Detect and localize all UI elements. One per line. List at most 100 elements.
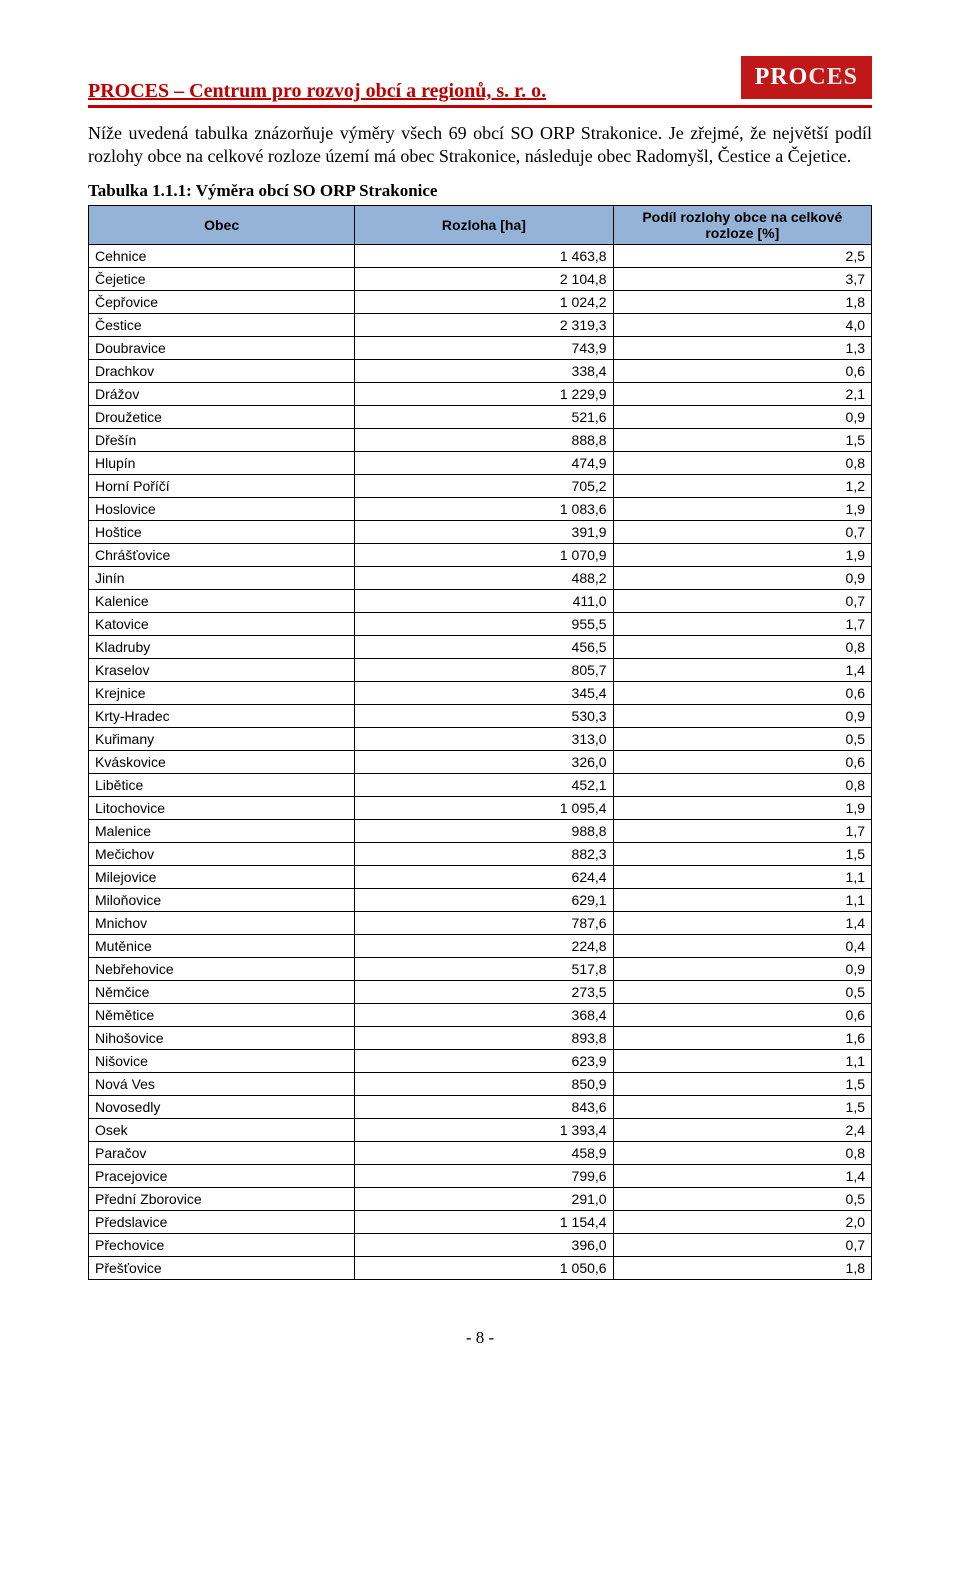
table-row: Dřešín888,81,5 — [89, 428, 872, 451]
cell-rozloha: 2 104,8 — [355, 267, 613, 290]
table-row: Miloňovice629,11,1 — [89, 888, 872, 911]
table-row: Chrášťovice1 070,91,9 — [89, 543, 872, 566]
cell-podil: 1,9 — [613, 497, 871, 520]
cell-rozloha: 326,0 — [355, 750, 613, 773]
cell-podil: 1,4 — [613, 1164, 871, 1187]
cell-podil: 0,5 — [613, 727, 871, 750]
cell-rozloha: 521,6 — [355, 405, 613, 428]
table-row: Hlupín474,90,8 — [89, 451, 872, 474]
cell-podil: 1,2 — [613, 474, 871, 497]
cell-obec: Paračov — [89, 1141, 355, 1164]
cell-obec: Cehnice — [89, 244, 355, 267]
table-row: Nišovice623,91,1 — [89, 1049, 872, 1072]
table-row: Kraselov805,71,4 — [89, 658, 872, 681]
cell-rozloha: 1 463,8 — [355, 244, 613, 267]
cell-obec: Přešťovice — [89, 1256, 355, 1279]
cell-obec: Drachkov — [89, 359, 355, 382]
table-row: Paračov458,90,8 — [89, 1141, 872, 1164]
cell-podil: 3,7 — [613, 267, 871, 290]
table-row: Předslavice1 154,42,0 — [89, 1210, 872, 1233]
cell-podil: 1,5 — [613, 842, 871, 865]
table-row: Přechovice396,00,7 — [89, 1233, 872, 1256]
cell-rozloha: 411,0 — [355, 589, 613, 612]
cell-podil: 1,9 — [613, 543, 871, 566]
cell-obec: Dřešín — [89, 428, 355, 451]
cell-podil: 0,6 — [613, 359, 871, 382]
cell-rozloha: 458,9 — [355, 1141, 613, 1164]
cell-podil: 1,8 — [613, 290, 871, 313]
cell-rozloha: 391,9 — [355, 520, 613, 543]
cell-obec: Nišovice — [89, 1049, 355, 1072]
table-caption: Tabulka 1.1.1: Výměra obcí SO ORP Strako… — [88, 181, 872, 201]
cell-obec: Krejnice — [89, 681, 355, 704]
cell-podil: 2,5 — [613, 244, 871, 267]
table-row: Kváskovice326,00,6 — [89, 750, 872, 773]
cell-podil: 2,1 — [613, 382, 871, 405]
cell-rozloha: 1 229,9 — [355, 382, 613, 405]
cell-obec: Nová Ves — [89, 1072, 355, 1095]
cell-rozloha: 291,0 — [355, 1187, 613, 1210]
cell-podil: 1,5 — [613, 1095, 871, 1118]
cell-rozloha: 338,4 — [355, 359, 613, 382]
cell-rozloha: 624,4 — [355, 865, 613, 888]
table-row: Libětice452,10,8 — [89, 773, 872, 796]
cell-podil: 0,4 — [613, 934, 871, 957]
table-row: Čestice2 319,34,0 — [89, 313, 872, 336]
cell-rozloha: 799,6 — [355, 1164, 613, 1187]
page-header: PROCES – Centrum pro rozvoj obcí a regio… — [88, 56, 872, 103]
table-row: Nová Ves850,91,5 — [89, 1072, 872, 1095]
table-row: Mečichov882,31,5 — [89, 842, 872, 865]
cell-podil: 0,5 — [613, 980, 871, 1003]
cell-podil: 1,7 — [613, 819, 871, 842]
cell-obec: Novosedly — [89, 1095, 355, 1118]
cell-podil: 0,8 — [613, 635, 871, 658]
cell-podil: 0,8 — [613, 773, 871, 796]
cell-rozloha: 1 070,9 — [355, 543, 613, 566]
cell-obec: Němětice — [89, 1003, 355, 1026]
cell-obec: Miloňovice — [89, 888, 355, 911]
cell-rozloha: 843,6 — [355, 1095, 613, 1118]
table-row: Krty-Hradec530,30,9 — [89, 704, 872, 727]
cell-obec: Osek — [89, 1118, 355, 1141]
table-row: Litochovice1 095,41,9 — [89, 796, 872, 819]
cell-obec: Horní Poříčí — [89, 474, 355, 497]
table-row: Nebřehovice517,80,9 — [89, 957, 872, 980]
page-number: - 8 - — [88, 1328, 872, 1348]
cell-rozloha: 1 154,4 — [355, 1210, 613, 1233]
table-row: Doubravice743,91,3 — [89, 336, 872, 359]
cell-obec: Nebřehovice — [89, 957, 355, 980]
cell-rozloha: 517,8 — [355, 957, 613, 980]
cell-podil: 1,6 — [613, 1026, 871, 1049]
cell-obec: Hlupín — [89, 451, 355, 474]
cell-rozloha: 1 095,4 — [355, 796, 613, 819]
cell-podil: 1,9 — [613, 796, 871, 819]
cell-rozloha: 888,8 — [355, 428, 613, 451]
table-row: Mnichov787,61,4 — [89, 911, 872, 934]
cell-rozloha: 345,4 — [355, 681, 613, 704]
cell-podil: 1,4 — [613, 658, 871, 681]
cell-podil: 1,1 — [613, 1049, 871, 1072]
cell-podil: 1,1 — [613, 865, 871, 888]
cell-rozloha: 1 050,6 — [355, 1256, 613, 1279]
cell-podil: 1,5 — [613, 428, 871, 451]
header-rule — [88, 105, 872, 108]
col-header-podil: Podíl rozlohy obce na celkové rozloze [%… — [613, 205, 871, 244]
table-row: Milejovice624,41,1 — [89, 865, 872, 888]
cell-rozloha: 1 024,2 — [355, 290, 613, 313]
cell-rozloha: 368,4 — [355, 1003, 613, 1026]
table-row: Hoštice391,90,7 — [89, 520, 872, 543]
table-row: Kladruby456,50,8 — [89, 635, 872, 658]
cell-podil: 1,5 — [613, 1072, 871, 1095]
cell-obec: Mutěnice — [89, 934, 355, 957]
table-row: Přední Zborovice291,00,5 — [89, 1187, 872, 1210]
cell-rozloha: 224,8 — [355, 934, 613, 957]
cell-podil: 1,1 — [613, 888, 871, 911]
cell-obec: Hoslovice — [89, 497, 355, 520]
cell-rozloha: 456,5 — [355, 635, 613, 658]
cell-obec: Libětice — [89, 773, 355, 796]
cell-obec: Přechovice — [89, 1233, 355, 1256]
table-row: Kalenice411,00,7 — [89, 589, 872, 612]
cell-rozloha: 850,9 — [355, 1072, 613, 1095]
cell-podil: 0,7 — [613, 1233, 871, 1256]
cell-podil: 0,8 — [613, 451, 871, 474]
